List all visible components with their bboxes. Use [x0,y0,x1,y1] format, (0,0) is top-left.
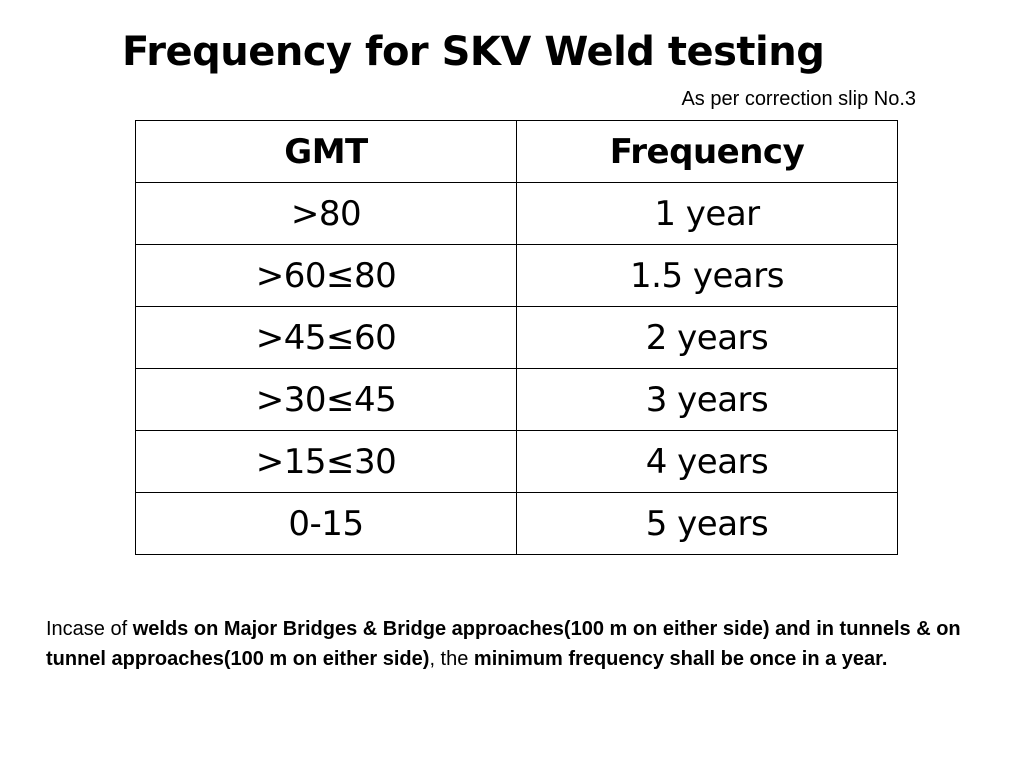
gmt-cell: 0-15 [135,492,517,555]
table-row: >30≤45 3 years [135,368,898,431]
table-row: >45≤60 2 years [135,306,898,369]
footnote-bold-text: welds on Major Bridges & Bridge approach… [46,618,961,670]
footnote-bold-text: minimum frequency shall be once in a yea… [473,648,888,670]
table-row: 0-15 5 years [135,492,898,555]
gmt-cell: >80 [135,182,517,245]
frequency-table: GMT Frequency >80 1 year >60≤80 1.5 year… [135,120,898,555]
frequency-cell: 4 years [516,430,898,493]
table-header-row: GMT Frequency [135,120,898,183]
gmt-cell: >45≤60 [135,306,517,369]
frequency-cell: 1 year [516,182,898,245]
header-gmt: GMT [135,120,517,183]
correction-slip-note: As per correction slip No.3 [681,88,916,110]
frequency-cell: 1.5 years [516,244,898,307]
frequency-cell: 5 years [516,492,898,555]
table-row: >60≤80 1.5 years [135,244,898,307]
footnote-paragraph: Incase of welds on Major Bridges & Bridg… [46,614,986,674]
table-row: >80 1 year [135,182,898,245]
gmt-cell: >60≤80 [135,244,517,307]
gmt-cell: >30≤45 [135,368,517,431]
header-frequency: Frequency [516,120,898,183]
table-row: >15≤30 4 years [135,430,898,493]
gmt-cell: >15≤30 [135,430,517,493]
frequency-cell: 3 years [516,368,898,431]
frequency-cell: 2 years [516,306,898,369]
footnote-text: Incase of [46,618,133,640]
page-title: Frequency for SKV Weld testing [122,29,825,75]
footnote-text: , the [429,648,474,670]
